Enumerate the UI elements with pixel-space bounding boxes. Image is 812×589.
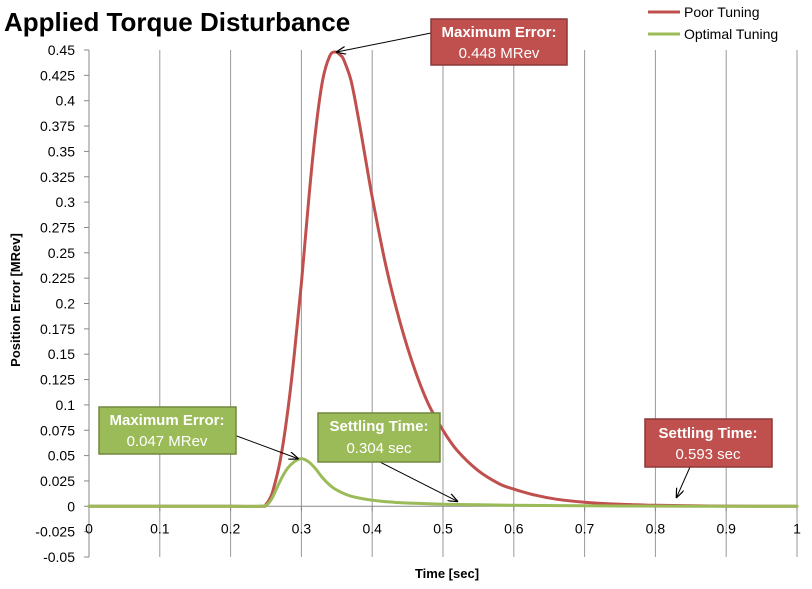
callout-box — [644, 418, 773, 468]
data-series — [87, 50, 799, 508]
callout-poor-max-error: Maximum Error: 0.448 MRev — [430, 18, 568, 66]
callout-title: Maximum Error: — [441, 24, 556, 41]
y-tick-label: 0.325 — [40, 169, 75, 185]
legend-label-optimal-tuning: Optimal Tuning — [684, 26, 778, 42]
callout-title: Maximum Error: — [109, 412, 224, 429]
y-tick-label: 0.275 — [40, 219, 75, 235]
x-tick-labels: 0 0.1 0.2 0.3 0.4 0.5 0.6 0.7 0.8 0.9 1 — [85, 520, 801, 536]
y-tick-label: 0.225 — [40, 270, 75, 286]
callout-box — [430, 18, 568, 66]
x-tick-label: 0.8 — [646, 520, 666, 536]
series-line-poor-tuning — [87, 50, 799, 508]
x-tick-label: 0.7 — [575, 520, 595, 536]
y-tick-label: -0.05 — [43, 549, 75, 565]
x-tick-label: 0.2 — [221, 520, 241, 536]
annotation-arrow-opt-settle — [379, 461, 457, 501]
legend-label-poor-tuning: Poor Tuning — [684, 4, 760, 20]
y-tick-label: 0.125 — [40, 372, 75, 388]
x-tick-label: 0.6 — [504, 520, 524, 536]
chart-title: Applied Torque Disturbance — [4, 7, 350, 37]
callout-poor-settling-time: Settling Time: 0.593 sec — [644, 418, 773, 468]
axes — [84, 49, 798, 558]
y-tick-label: 0 — [67, 498, 75, 514]
y-tick-label: 0.35 — [48, 143, 75, 159]
x-tick-label: 0.1 — [150, 520, 170, 536]
y-tick-label: 0.175 — [40, 321, 75, 337]
x-tick-label: 0 — [85, 520, 93, 536]
annotation-arrows — [225, 32, 691, 501]
y-tick-label: 0.1 — [56, 397, 76, 413]
x-tick-label: 0.3 — [292, 520, 312, 536]
callout-title: Settling Time: — [659, 425, 758, 442]
y-tick-label: 0.025 — [40, 473, 75, 489]
callout-value: 0.593 sec — [675, 446, 741, 463]
y-tick-label: 0.2 — [56, 296, 76, 312]
y-tick-label: 0.3 — [56, 194, 76, 210]
callout-box — [317, 412, 441, 463]
y-tick-label: 0.45 — [48, 42, 75, 58]
x-axis-title: Time [sec] — [415, 566, 479, 581]
x-tick-label: 0.4 — [362, 520, 382, 536]
callout-value: 0.448 MRev — [459, 45, 540, 62]
legend: Poor Tuning Optimal Tuning — [648, 4, 778, 42]
y-tick-label: 0.05 — [48, 448, 75, 464]
annotation-arrow-opt-max — [225, 431, 298, 459]
x-tick-label: 1 — [793, 520, 801, 536]
y-tick-label: 0.375 — [40, 118, 75, 134]
y-tick-labels: -0.05 -0.025 0 0.025 0.05 0.075 0.1 0.125 0.15 0.… — [35, 42, 75, 565]
x-tick-label: 0.9 — [716, 520, 736, 536]
annotation-arrow-poor-settle — [677, 466, 691, 497]
callout-title: Settling Time: — [330, 418, 429, 435]
y-tick-label: 0.15 — [48, 346, 75, 362]
y-tick-label: 0.075 — [40, 422, 75, 438]
callout-optimal-settling-time: Settling Time: 0.304 sec — [317, 412, 441, 463]
y-tick-label: 0.425 — [40, 67, 75, 83]
callout-value: 0.047 MRev — [127, 433, 208, 450]
y-tick-label: 0.4 — [56, 93, 76, 109]
y-tick-label: -0.025 — [35, 524, 75, 540]
y-axis-title: Position Error [MRev] — [8, 233, 23, 367]
callout-value: 0.304 sec — [346, 440, 412, 457]
callout-optimal-max-error: Maximum Error: 0.047 MRev — [98, 406, 237, 455]
series-line-optimal-tuning — [87, 457, 799, 508]
y-tick-label: 0.25 — [48, 245, 75, 261]
grid-lines — [159, 50, 798, 557]
annotation-arrow-poor-max — [337, 32, 432, 52]
callout-box — [98, 406, 237, 455]
x-tick-label: 0.5 — [433, 520, 453, 536]
